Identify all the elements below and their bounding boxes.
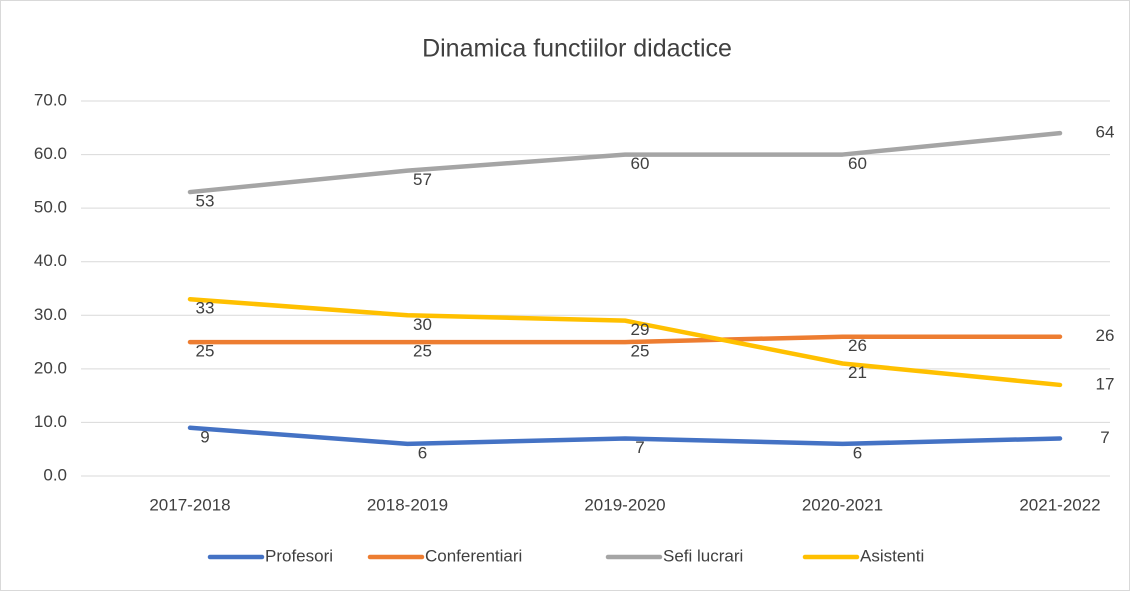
data-label: 21	[848, 363, 867, 382]
x-tick-label: 2021-2022	[1019, 495, 1100, 514]
y-tick-label: 20.0	[34, 358, 67, 377]
y-tick-label: 60.0	[34, 144, 67, 163]
data-label: 6	[853, 443, 862, 462]
series-line	[187, 334, 1063, 345]
data-label: 60	[848, 154, 867, 173]
data-label: 60	[631, 154, 650, 173]
data-label: 17	[1096, 374, 1115, 393]
x-tick-label: 2019-2020	[584, 495, 665, 514]
legend-label: Asistenti	[860, 546, 924, 565]
x-tick-label: 2017-2018	[149, 495, 230, 514]
data-label: 7	[1100, 428, 1109, 447]
y-tick-label: 10.0	[34, 412, 67, 431]
data-label: 6	[418, 443, 427, 462]
chart-title: Dinamica functiilor didactice	[422, 35, 732, 63]
series-line	[187, 130, 1063, 195]
data-label: 30	[413, 315, 432, 334]
data-label: 25	[413, 342, 432, 361]
data-label: 53	[196, 192, 215, 211]
y-tick-label: 0.0	[43, 465, 67, 484]
y-tick-label: 70.0	[34, 90, 67, 109]
data-label: 64	[1096, 123, 1115, 142]
y-tick-label: 40.0	[34, 251, 67, 270]
series-line	[187, 425, 1063, 447]
data-label: 9	[200, 427, 209, 446]
data-label: 33	[196, 299, 215, 318]
series-line	[187, 296, 1063, 388]
data-label: 26	[848, 336, 867, 355]
x-tick-label: 2018-2019	[367, 495, 448, 514]
legend-label: Sefi lucrari	[663, 546, 743, 565]
legend-label: Profesori	[265, 546, 333, 565]
data-label: 26	[1096, 326, 1115, 345]
x-tick-label: 2020-2021	[802, 495, 883, 514]
y-tick-label: 50.0	[34, 198, 67, 217]
y-tick-label: 30.0	[34, 305, 67, 324]
data-label: 7	[635, 438, 644, 457]
data-label: 57	[413, 170, 432, 189]
legend-label: Conferentiari	[425, 546, 522, 565]
data-label: 29	[631, 320, 650, 339]
data-label: 25	[631, 342, 650, 361]
data-label: 25	[196, 342, 215, 361]
